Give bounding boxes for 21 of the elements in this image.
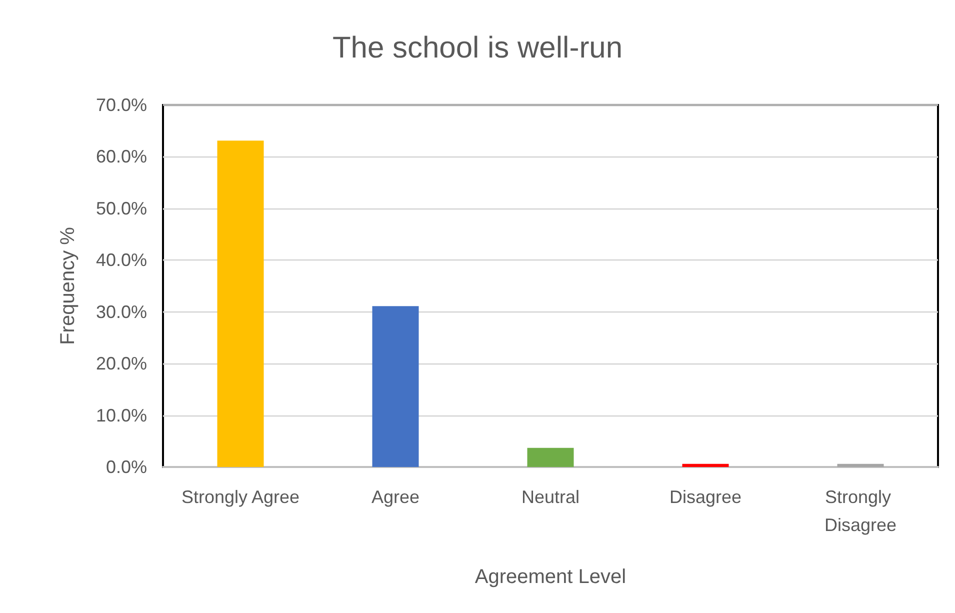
bar — [217, 140, 264, 467]
y-tick-label: 0.0% — [106, 457, 147, 477]
x-tick-label: Strongly Agree — [181, 487, 300, 507]
bar — [682, 464, 729, 467]
bar — [837, 464, 884, 467]
chart-title: The school is well-run — [332, 32, 623, 64]
x-axis-title: Agreement Level — [474, 566, 626, 588]
y-tick-label: 70.0% — [96, 95, 147, 115]
y-tick-label: 30.0% — [96, 302, 147, 322]
y-tick-label: 10.0% — [96, 405, 147, 426]
x-tick-label: Strongly Disagree — [824, 487, 897, 535]
y-tick-label: 40.0% — [96, 250, 147, 270]
y-axis-title: Frequency % — [57, 226, 79, 345]
y-tick-label: 20.0% — [96, 354, 147, 374]
y-tick-label: 50.0% — [96, 198, 147, 218]
bar — [372, 306, 419, 467]
y-tick-label: 60.0% — [96, 146, 147, 167]
x-tick-label: Neutral — [521, 487, 580, 507]
bar — [527, 448, 574, 467]
x-tick-label: Disagree — [669, 487, 742, 507]
x-tick-label: Agree — [371, 487, 420, 507]
